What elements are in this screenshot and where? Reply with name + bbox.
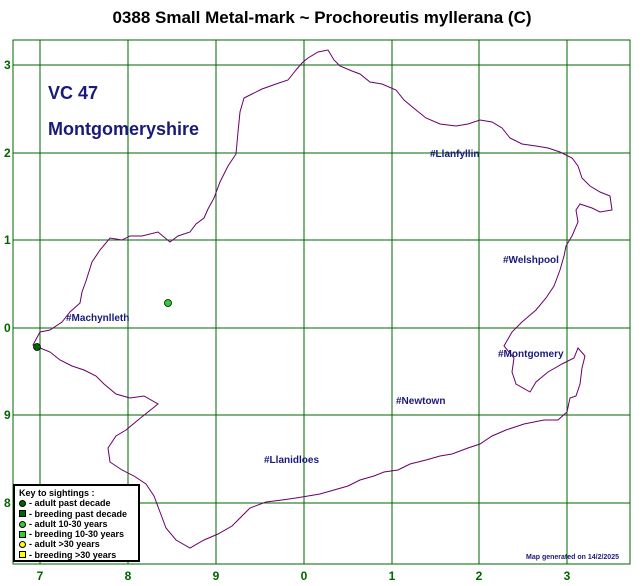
vice-county-number: VC 47 — [48, 83, 99, 103]
y-tick-label: 8 — [4, 496, 11, 510]
generated-date: Map generated on 14/2/2025 — [526, 554, 619, 561]
x-tick-label: 3 — [564, 569, 571, 583]
map-frame — [12, 39, 631, 565]
y-tick-label: 1 — [4, 233, 11, 247]
place-label-newtown: #Newtown — [396, 396, 445, 407]
sighting-dot-adult-10-30-years — [164, 299, 172, 307]
key-title: Key to sightings : — [19, 488, 95, 498]
key-item-label: - breeding >30 years — [29, 549, 117, 560]
key-item: - adult >30 years — [19, 539, 138, 549]
yellow-square-icon — [19, 551, 26, 559]
key-item-label: - adult past decade — [29, 498, 111, 509]
place-labels: #Llanfyllin #Welshpool #Machynlleth #Mon… — [66, 149, 564, 466]
place-label-llanfyllin: #Llanfyllin — [430, 149, 479, 160]
x-tick-label: 8 — [125, 569, 132, 583]
dark-green-circle-icon — [19, 499, 26, 507]
sighting-markers — [33, 299, 172, 351]
x-axis-labels: 7 8 9 0 1 2 3 — [37, 569, 571, 583]
grid — [12, 39, 631, 565]
green-square-icon — [19, 530, 26, 538]
dark-green-square-icon — [19, 510, 26, 518]
key-item: - adult past decade — [19, 498, 138, 508]
x-tick-label: 1 — [389, 569, 396, 583]
key-item-label: - adult 10-30 years — [29, 518, 108, 529]
place-label-montgomery: #Montgomery — [498, 349, 564, 360]
key-item: - breeding past decade — [19, 509, 138, 519]
place-label-llanidloes: #Llanidloes — [264, 455, 319, 466]
y-axis-labels: 3 2 1 0 9 8 — [4, 58, 11, 510]
x-tick-label: 9 — [213, 569, 220, 583]
y-tick-label: 0 — [4, 321, 11, 335]
place-label-welshpool: #Welshpool — [503, 255, 559, 266]
map-key: Key to sightings : - adult past decade -… — [13, 484, 140, 562]
key-item-label: - adult >30 years — [29, 539, 100, 550]
x-tick-label: 7 — [37, 569, 44, 583]
x-tick-label: 2 — [476, 569, 483, 583]
yellow-circle-icon — [19, 541, 26, 549]
key-item: - breeding >30 years — [19, 550, 138, 560]
green-circle-icon — [19, 520, 26, 528]
key-item-label: - breeding past decade — [29, 508, 128, 519]
place-label-machynlleth: #Machynlleth — [66, 313, 129, 324]
key-item: - breeding 10-30 years — [19, 529, 138, 539]
map-title: 0388 Small Metal-mark ~ Prochoreutis myl… — [112, 8, 532, 27]
key-item: - adult 10-30 years — [19, 519, 138, 529]
y-tick-label: 2 — [4, 146, 11, 160]
y-tick-label: 3 — [4, 58, 11, 72]
sighting-dot-adult-past-decade — [33, 343, 41, 351]
y-tick-label: 9 — [4, 408, 11, 422]
county-name: Montgomeryshire — [48, 119, 200, 139]
x-tick-label: 0 — [301, 569, 308, 583]
key-item-label: - breeding 10-30 years — [29, 529, 125, 540]
county-boundary — [32, 49, 613, 549]
